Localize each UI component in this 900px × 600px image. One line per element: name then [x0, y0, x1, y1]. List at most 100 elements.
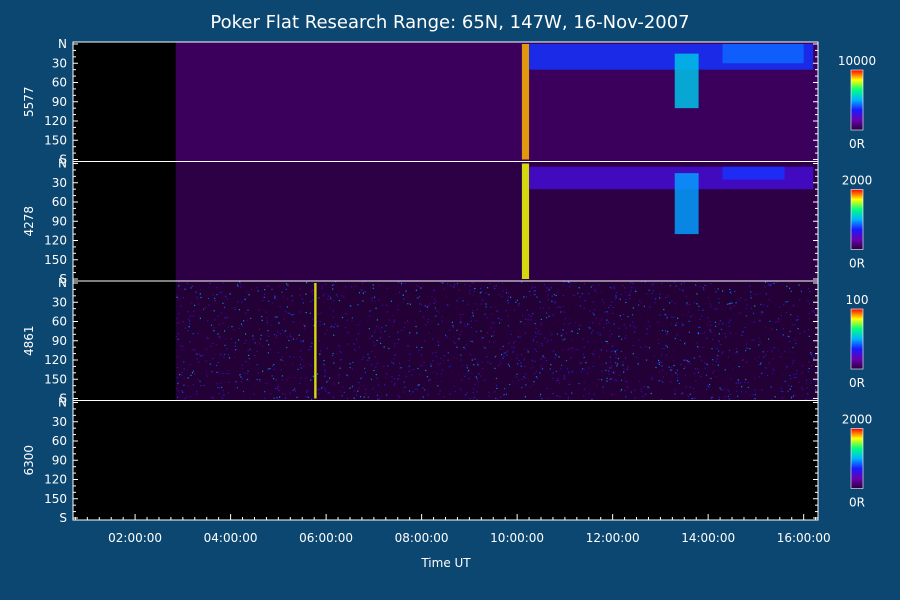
noise-point	[258, 348, 260, 350]
noise-point	[748, 394, 751, 396]
noise-point	[551, 300, 553, 302]
noise-point	[241, 367, 243, 369]
noise-point	[353, 360, 355, 362]
noise-point	[493, 331, 495, 333]
noise-point	[685, 295, 687, 297]
noise-point	[446, 336, 448, 338]
noise-point	[319, 320, 321, 323]
noise-point	[467, 323, 469, 325]
noise-point	[408, 385, 410, 387]
noise-point	[278, 286, 280, 288]
noise-point	[352, 343, 355, 345]
noise-point	[465, 325, 467, 327]
noise-point	[207, 298, 210, 300]
noise-point	[318, 340, 320, 342]
noise-point	[201, 286, 203, 288]
noise-point	[648, 347, 651, 349]
noise-point	[273, 331, 275, 334]
noise-point	[267, 369, 269, 371]
noise-point	[204, 303, 206, 305]
noise-point	[650, 357, 652, 359]
colorbar-min-label: 0R	[849, 496, 865, 510]
noise-point	[615, 298, 617, 300]
noise-point	[729, 308, 731, 310]
noise-point	[190, 341, 192, 343]
noise-point	[497, 334, 499, 336]
noise-point	[780, 315, 782, 317]
noise-point	[368, 328, 370, 330]
noise-point	[729, 291, 731, 293]
noise-point	[191, 372, 194, 374]
noise-point	[716, 308, 718, 310]
noise-point	[175, 335, 177, 338]
noise-point	[402, 294, 404, 296]
noise-point	[802, 388, 804, 391]
noise-point	[600, 349, 602, 351]
noise-point	[695, 380, 697, 382]
noise-point	[692, 387, 694, 389]
noise-point	[621, 318, 623, 320]
noise-point	[813, 294, 815, 296]
noise-point	[427, 394, 429, 396]
noise-point	[708, 386, 710, 388]
noise-point	[752, 381, 754, 383]
noise-point	[813, 290, 815, 292]
noise-point	[213, 310, 215, 312]
noise-point	[506, 370, 509, 372]
noise-point	[266, 322, 268, 324]
noise-point	[333, 350, 335, 352]
noise-point	[617, 380, 619, 382]
noise-point	[380, 331, 382, 333]
noise-point	[725, 388, 727, 390]
noise-point	[560, 311, 562, 313]
noise-point	[461, 339, 463, 341]
noise-point	[207, 338, 209, 340]
noise-point	[186, 282, 188, 285]
y-tick-label: 30	[52, 56, 67, 70]
noise-point	[591, 348, 593, 350]
noise-point	[722, 323, 724, 325]
noise-point	[752, 394, 754, 396]
noise-point	[318, 355, 321, 357]
noise-point	[351, 348, 353, 350]
noise-point	[673, 316, 675, 318]
noise-point	[514, 346, 516, 348]
noise-point	[398, 281, 400, 283]
noise-point	[453, 341, 455, 343]
noise-point	[324, 381, 326, 383]
noise-point	[797, 315, 799, 317]
noise-point	[249, 348, 251, 350]
noise-point	[418, 384, 420, 386]
noise-point	[816, 362, 818, 364]
noise-point	[598, 284, 600, 286]
noise-point	[761, 311, 763, 313]
noise-point	[189, 396, 192, 398]
noise-point	[332, 399, 335, 401]
noise-point	[550, 358, 552, 360]
noise-point	[387, 365, 389, 367]
noise-point	[590, 286, 592, 288]
y-tick-label: S	[59, 392, 67, 406]
noise-point	[552, 377, 554, 379]
noise-point	[292, 321, 294, 323]
noise-point	[196, 296, 198, 298]
noise-point	[466, 364, 468, 366]
noise-point	[394, 383, 396, 385]
noise-point	[204, 347, 206, 349]
noise-point	[351, 386, 353, 388]
noise-point	[488, 294, 490, 296]
noise-point	[437, 323, 439, 325]
noise-point	[424, 340, 426, 342]
noise-point	[647, 321, 649, 323]
noise-point	[717, 364, 719, 366]
noise-point	[568, 372, 570, 374]
noise-point	[437, 341, 440, 343]
noise-point	[600, 290, 602, 292]
noise-point	[690, 315, 692, 317]
noise-point	[815, 365, 818, 367]
noise-point	[566, 289, 568, 291]
noise-point	[614, 373, 616, 375]
noise-point	[651, 377, 653, 379]
noise-point	[194, 337, 196, 339]
noise-point	[736, 351, 738, 353]
